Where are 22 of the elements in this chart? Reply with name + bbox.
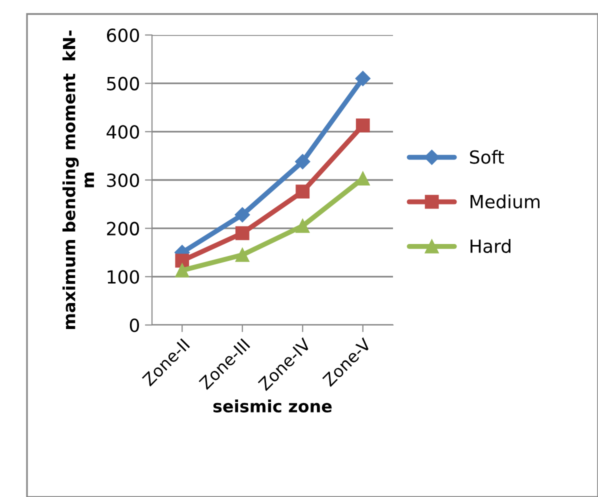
y-tick-label: 400: [106, 125, 139, 139]
y-tick-label: 200: [107, 222, 139, 236]
point: [235, 248, 250, 262]
point: [355, 70, 370, 86]
point: [235, 226, 250, 240]
y-tick-label: 100: [108, 270, 139, 284]
y-tick-label: 500: [107, 76, 139, 90]
point: [175, 254, 190, 268]
y-tick-label: 300: [107, 173, 139, 188]
y-tick-label: 600: [106, 28, 139, 42]
point: [296, 218, 310, 233]
legend-label: Medium: [470, 194, 540, 208]
y-axis-title: maximum bending moment kN- m: [62, 30, 94, 329]
point: [295, 154, 310, 170]
point: [175, 263, 190, 278]
point: [296, 184, 310, 199]
point: [234, 207, 250, 222]
legend-label: Soft: [470, 150, 504, 164]
y-tick-label: 0: [130, 318, 139, 332]
point: [356, 118, 370, 132]
legend-label: Hard: [470, 239, 510, 253]
x-axis-title: seismic zone: [213, 400, 332, 412]
